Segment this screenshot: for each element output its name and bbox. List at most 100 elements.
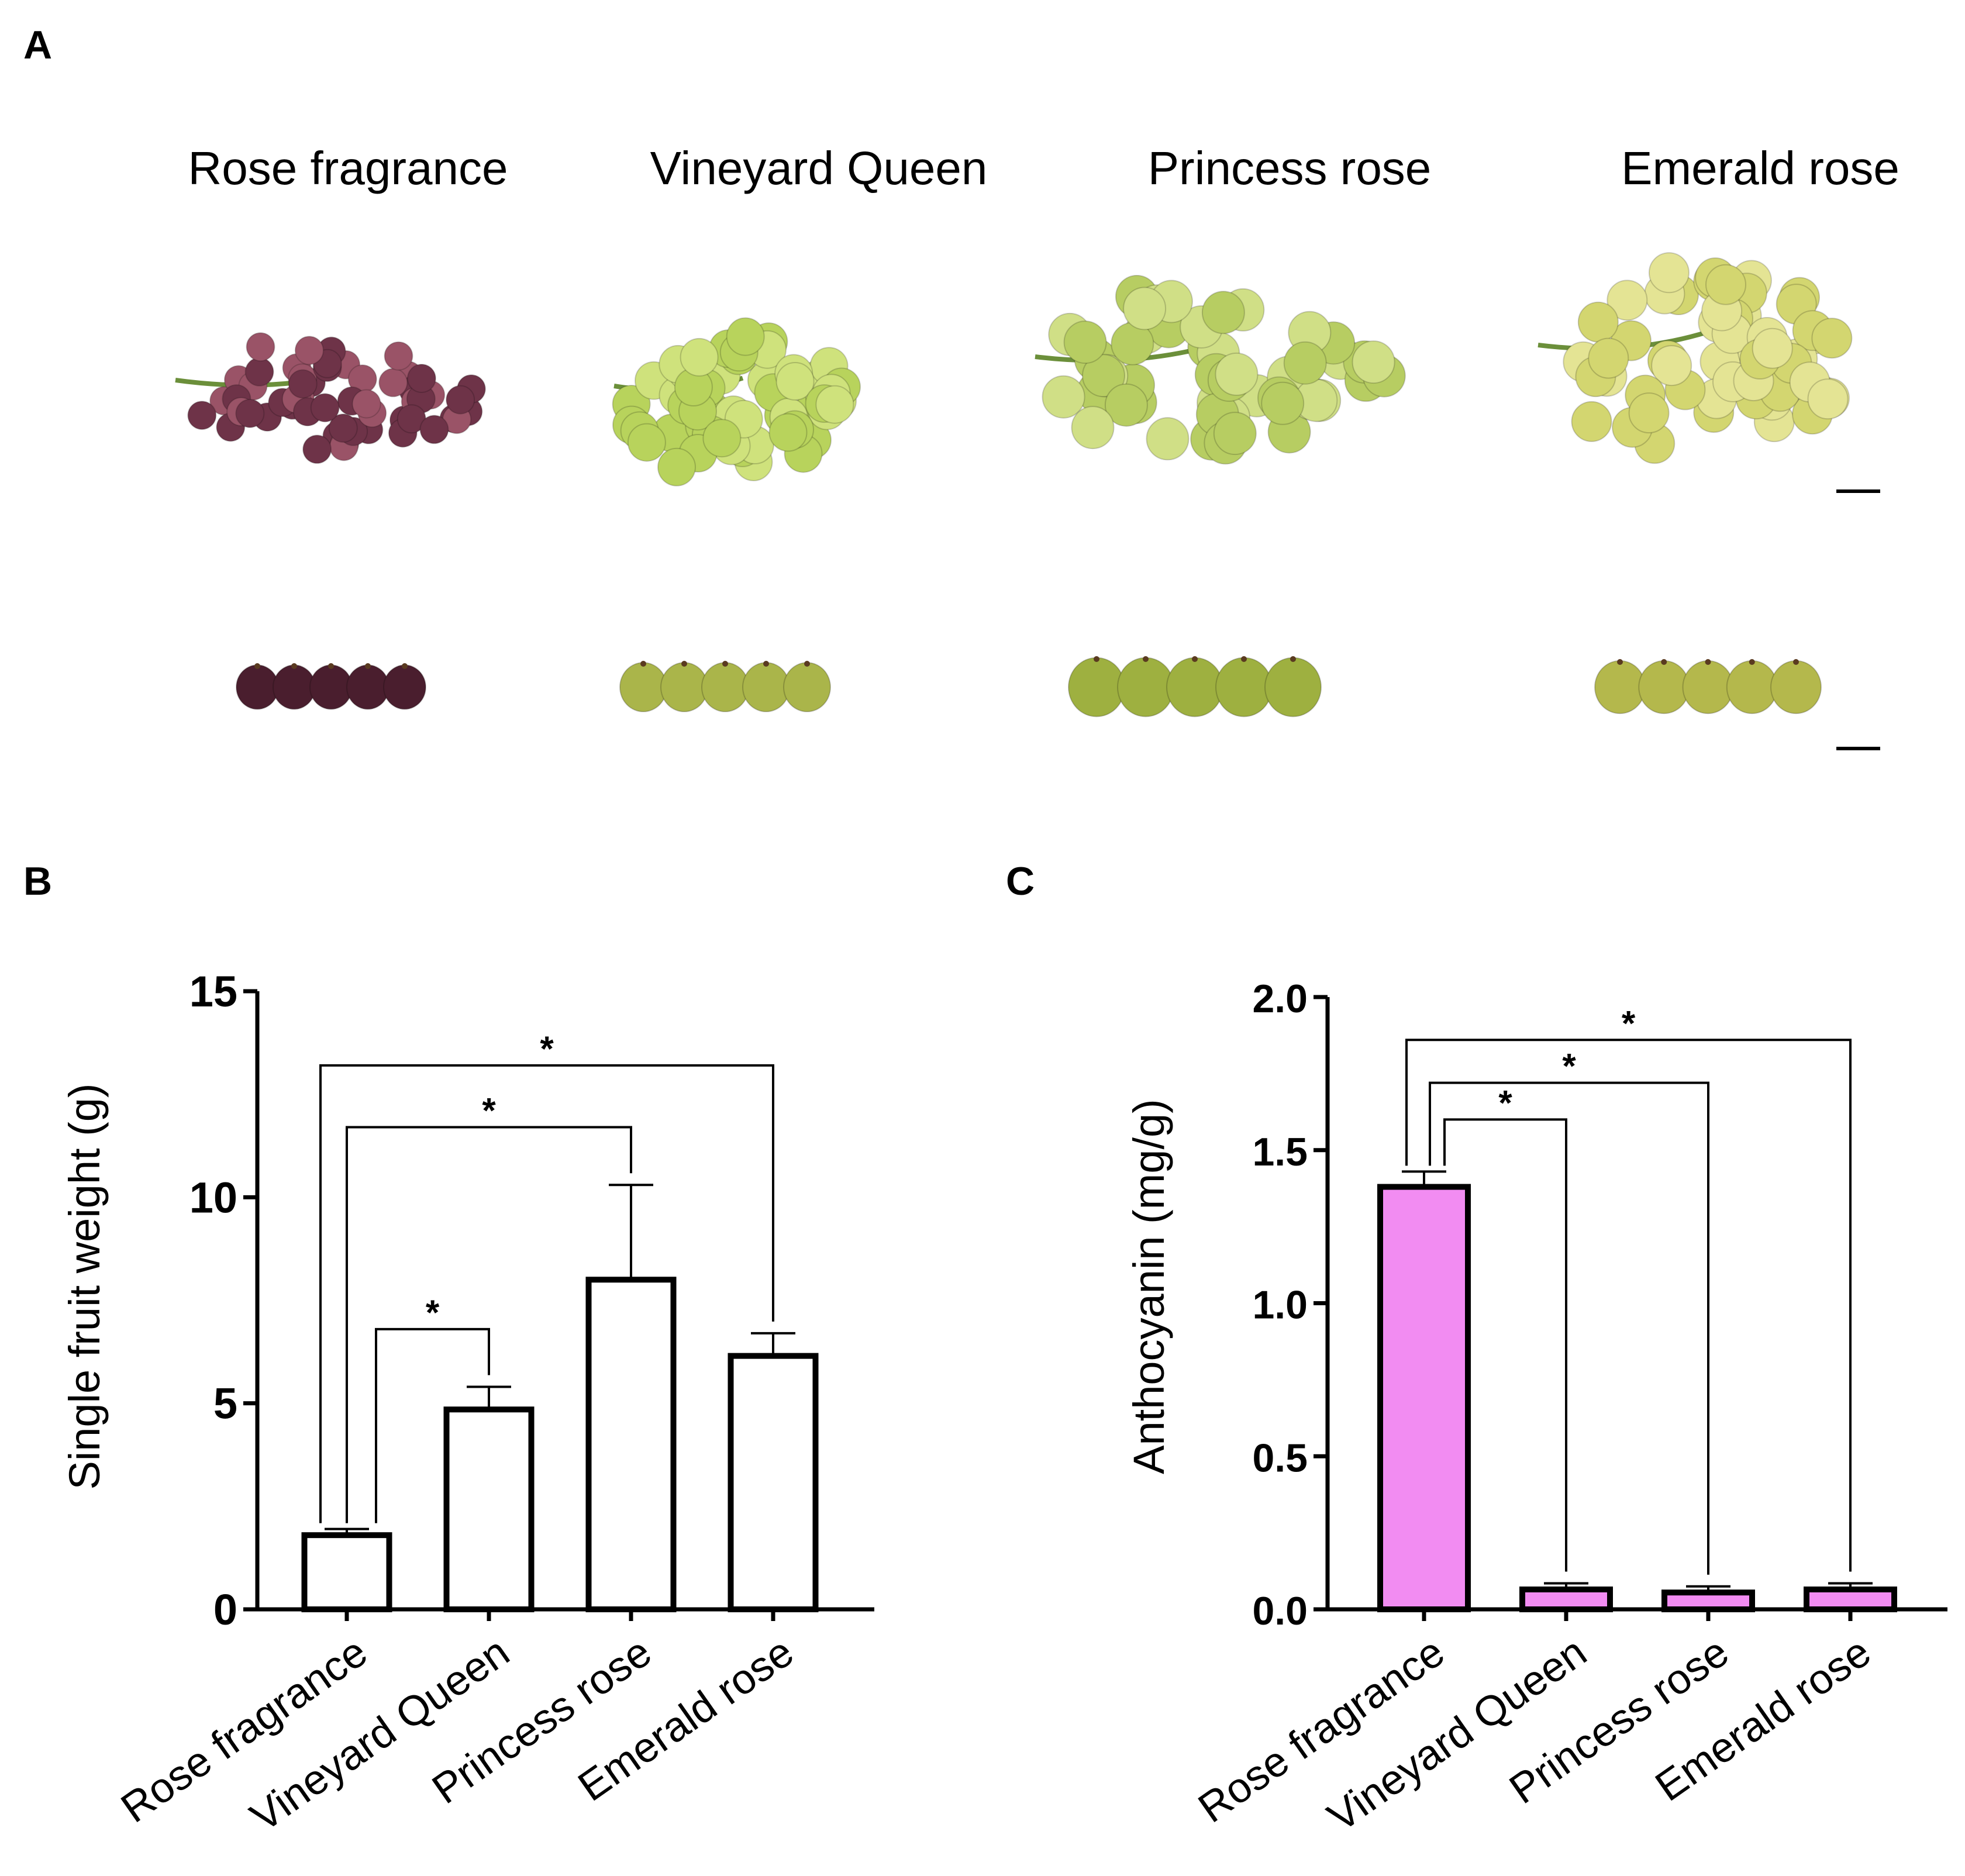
y-tick-label: 10 bbox=[189, 1173, 237, 1222]
berry bbox=[1117, 657, 1174, 718]
berry bbox=[328, 413, 358, 443]
significance-bracket bbox=[319, 1064, 774, 1523]
berry bbox=[288, 369, 318, 399]
bar bbox=[1519, 1586, 1613, 1612]
berry bbox=[346, 664, 389, 710]
berry-stem-tip bbox=[1617, 659, 1623, 665]
berry bbox=[1261, 381, 1305, 425]
bar bbox=[1661, 1589, 1755, 1613]
berry bbox=[1811, 318, 1853, 359]
berry-stem-tip bbox=[640, 661, 646, 667]
berries-princess-rose bbox=[1068, 656, 1322, 718]
berry bbox=[783, 662, 831, 712]
y-axis-label: Single fruit weight (g) bbox=[60, 1083, 109, 1489]
berry bbox=[619, 662, 667, 712]
berry-stem-tip bbox=[1241, 656, 1247, 662]
y-tick-label: 0 bbox=[213, 1585, 237, 1634]
berry bbox=[419, 415, 449, 444]
berry bbox=[1123, 287, 1167, 330]
bar bbox=[585, 1277, 677, 1612]
variety-title-vineyard-queen: Vineyard Queen bbox=[650, 142, 988, 194]
variety-title-princess-rose: Princess rose bbox=[1148, 142, 1432, 194]
berry bbox=[1752, 327, 1793, 369]
berry-stem-tip bbox=[1793, 659, 1799, 665]
bunch-princess-rose bbox=[1035, 275, 1406, 465]
berry bbox=[351, 389, 381, 419]
berries-vineyard-queen bbox=[619, 661, 831, 712]
berry bbox=[1166, 657, 1223, 718]
berry bbox=[302, 434, 332, 464]
berry-stem-tip bbox=[681, 661, 687, 667]
berry-stem-tip bbox=[1290, 656, 1296, 662]
berry-stem-tip bbox=[722, 661, 728, 667]
bar bbox=[443, 1406, 535, 1612]
significance-star: * bbox=[1562, 1047, 1576, 1086]
berry bbox=[1807, 378, 1849, 420]
berry-stem-tip bbox=[402, 663, 408, 669]
bar bbox=[1377, 1184, 1471, 1612]
berry bbox=[701, 662, 749, 712]
berry bbox=[383, 664, 426, 710]
x-tick-label: Vineyard Queen bbox=[1319, 1629, 1595, 1841]
berry bbox=[384, 341, 413, 371]
berry bbox=[1068, 657, 1125, 718]
significance-bracket bbox=[375, 1327, 490, 1523]
significance-star: * bbox=[1622, 1003, 1636, 1043]
bunch-emerald-rose bbox=[1537, 252, 1853, 464]
y-tick-label: 0.0 bbox=[1252, 1589, 1308, 1633]
berry-stem-tip bbox=[1705, 659, 1711, 665]
berry bbox=[1215, 657, 1273, 718]
bar bbox=[301, 1532, 392, 1612]
berry bbox=[1594, 660, 1646, 715]
berry bbox=[1215, 352, 1259, 396]
berry-stem-tip bbox=[804, 661, 810, 667]
significance-star: * bbox=[1498, 1083, 1512, 1122]
variety-title-rose-fragrance: Rose fragrance bbox=[188, 142, 508, 194]
berry bbox=[1607, 280, 1648, 321]
berry bbox=[1201, 291, 1245, 334]
berry-stem-tip bbox=[1143, 656, 1149, 662]
bunch-vineyard-queen bbox=[612, 317, 861, 487]
berry bbox=[244, 357, 274, 387]
berry bbox=[309, 664, 353, 710]
berries-rose-fragrance bbox=[236, 663, 426, 710]
berry bbox=[1264, 657, 1322, 718]
berry bbox=[768, 413, 808, 452]
berry-stem-tip bbox=[291, 663, 297, 669]
berry bbox=[1577, 301, 1619, 343]
panel-letter-a: A bbox=[23, 23, 52, 67]
berry bbox=[1352, 340, 1395, 384]
berry bbox=[1648, 252, 1690, 294]
berry-stem-tip bbox=[1749, 659, 1755, 665]
berry bbox=[310, 393, 340, 423]
berries-emerald-rose bbox=[1594, 659, 1822, 715]
berry-stem-tip bbox=[1192, 656, 1198, 662]
berry bbox=[702, 419, 742, 458]
berry-stem-tip bbox=[1661, 659, 1667, 665]
berry-stem-tip bbox=[365, 663, 371, 669]
berry bbox=[657, 447, 696, 487]
berry bbox=[235, 399, 265, 428]
berry bbox=[1571, 401, 1612, 442]
berry bbox=[1146, 417, 1190, 461]
significance-bracket bbox=[1443, 1118, 1567, 1572]
significance-star: * bbox=[426, 1293, 440, 1332]
berry bbox=[742, 662, 790, 712]
x-tick-label: Vineyard Queen bbox=[242, 1629, 518, 1841]
berry bbox=[294, 336, 324, 365]
berry bbox=[446, 385, 475, 415]
berry bbox=[1726, 660, 1778, 715]
berry bbox=[273, 664, 316, 710]
y-tick-label: 1.0 bbox=[1252, 1283, 1308, 1327]
panel-letter-b: B bbox=[23, 859, 52, 903]
y-tick-label: 15 bbox=[189, 967, 237, 1016]
berry bbox=[1682, 660, 1734, 715]
berry bbox=[187, 401, 217, 430]
y-tick-label: 2.0 bbox=[1252, 977, 1308, 1021]
berry bbox=[1082, 354, 1125, 398]
berry bbox=[1042, 375, 1085, 419]
significance-bracket bbox=[1405, 1039, 1852, 1572]
y-axis-label: Anthocyanin (mg/g) bbox=[1125, 1099, 1173, 1474]
